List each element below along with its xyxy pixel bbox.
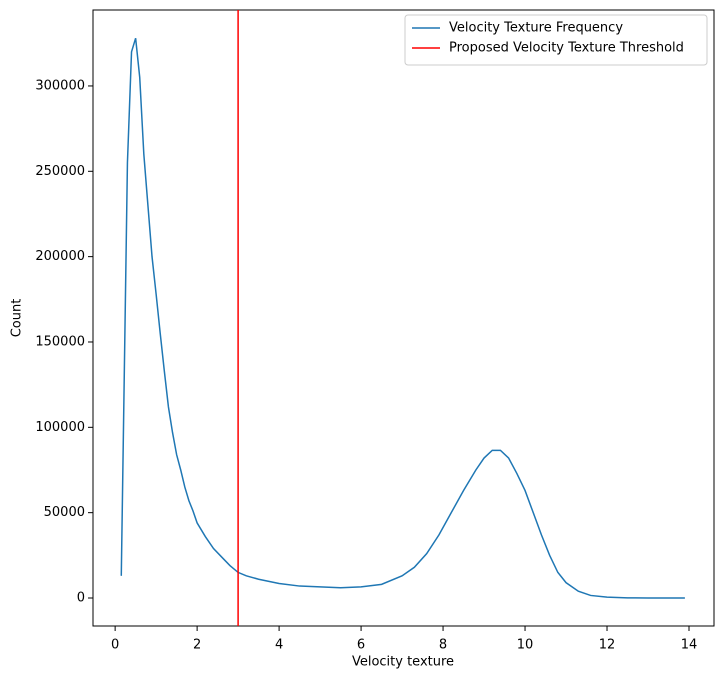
y-tick-label: 0	[77, 591, 85, 606]
y-tick-label: 50000	[44, 505, 85, 520]
y-tick-label: 200000	[35, 249, 85, 264]
x-tick-label: 0	[111, 638, 119, 653]
legend-label: Velocity Texture Frequency	[449, 21, 623, 36]
x-tick-label: 10	[517, 638, 534, 653]
y-tick-label: 100000	[35, 420, 85, 435]
plot-frame	[92, 9, 715, 627]
y-axis-label: Count	[10, 299, 25, 338]
x-tick-label: 6	[357, 638, 365, 653]
data-line	[120, 37, 685, 599]
y-tick-label: 150000	[35, 334, 85, 349]
x-tick-label: 12	[599, 638, 616, 653]
legend-box	[404, 14, 708, 66]
y-tick-label: 250000	[35, 164, 85, 179]
legend-label: Proposed Velocity Texture Threshold	[449, 41, 684, 56]
x-tick-label: 4	[275, 638, 283, 653]
x-tick-label: 14	[681, 638, 698, 653]
x-axis-label: Velocity texture	[352, 655, 454, 670]
x-tick-label: 8	[439, 638, 447, 653]
x-tick-label: 2	[193, 638, 201, 653]
y-tick-label: 300000	[35, 78, 85, 93]
